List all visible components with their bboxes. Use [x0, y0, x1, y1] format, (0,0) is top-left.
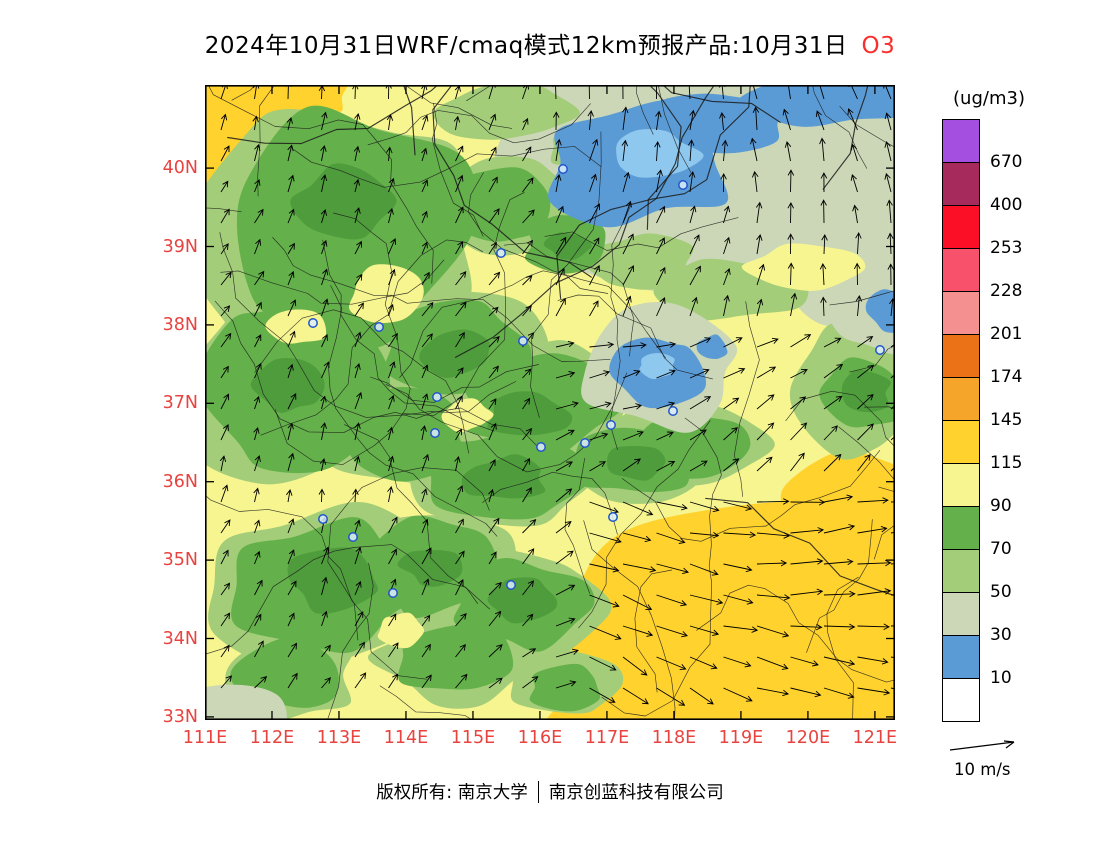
legend-value-label: 670 — [990, 152, 1023, 172]
legend-color-box — [942, 119, 980, 163]
lon-axis-label: 117E — [584, 728, 630, 748]
legend-color-box — [942, 420, 980, 464]
wind-reference-label: 10 m/s — [954, 760, 1011, 779]
contour-layer — [205, 85, 895, 720]
map-inner — [205, 85, 895, 720]
legend-color-box — [942, 248, 980, 292]
lon-axis-label: 120E — [785, 728, 831, 748]
lon-axis-label: 116E — [517, 728, 563, 748]
forecast-map-canvas — [205, 85, 895, 720]
legend-units-label: (ug/m3) — [953, 88, 1025, 109]
copyright-footer: 版权所有: 南京大学 南京创蓝科技有限公司 — [0, 779, 1100, 804]
copyright-company: 南京创蓝科技有限公司 — [548, 783, 724, 803]
legend-color-box — [942, 334, 980, 378]
lon-axis-label: 118E — [651, 728, 697, 748]
city-markers-layer — [308, 164, 885, 598]
legend-value-label: 70 — [990, 539, 1012, 559]
lon-axis-label: 114E — [383, 728, 429, 748]
lon-axis-label: 115E — [450, 728, 496, 748]
legend-color-box — [942, 549, 980, 593]
title-species-o3: O3 — [861, 33, 896, 59]
legend-color-box — [942, 506, 980, 550]
wind-reference-arrow-icon — [949, 740, 1015, 751]
legend-value-label: 90 — [990, 496, 1012, 516]
lat-axis-label: 38N — [162, 314, 198, 335]
legend-color-box — [942, 377, 980, 421]
lat-axis-label: 37N — [162, 393, 198, 414]
axis-ticks — [205, 85, 895, 720]
lat-axis-label: 39N — [162, 236, 198, 257]
legend-value-label: 30 — [990, 625, 1012, 645]
legend-value-label: 50 — [990, 582, 1012, 602]
footer-divider — [537, 781, 539, 803]
wind-reference: 10 m/s — [946, 734, 1056, 779]
lon-axis-label: 121E — [852, 728, 898, 748]
boundary-lines-layer — [205, 85, 895, 720]
legend-color-box — [942, 291, 980, 335]
map-border — [205, 85, 895, 720]
lat-axis-label: 34N — [162, 628, 198, 649]
legend-value-label: 145 — [990, 410, 1023, 430]
copyright-owner: 版权所有: 南京大学 — [376, 783, 528, 803]
concentration-legend: (ug/m3) 670 400 253 228 201 174 145 115 90 70 50 30… — [942, 88, 1100, 722]
forecast-map — [205, 85, 895, 720]
lon-axis-label: 112E — [249, 728, 295, 748]
legend-bar: 670 400 253 228 201 174 145 115 90 70 50 30 10 — [942, 119, 1022, 722]
legend-value-label: 174 — [990, 367, 1023, 387]
lat-axis-label: 33N — [162, 706, 198, 727]
legend-value-label: 201 — [990, 324, 1023, 344]
lon-axis-label: 119E — [718, 728, 764, 748]
legend-color-box — [942, 205, 980, 249]
legend-color-box — [942, 463, 980, 507]
legend-value-label: 228 — [990, 281, 1023, 301]
legend-value-label: 400 — [990, 195, 1023, 215]
lat-axis-label: 36N — [162, 471, 198, 492]
legend-color-box — [942, 162, 980, 206]
legend-value-label: 253 — [990, 238, 1023, 258]
lat-axis-label: 35N — [162, 550, 198, 571]
legend-color-box — [942, 592, 980, 636]
lon-axis-label: 111E — [182, 728, 228, 748]
wind-arrows-layer — [219, 85, 895, 706]
page-title: 2024年10月31日WRF/cmaq模式12km预报产品:10月31日 O3 — [0, 26, 1100, 60]
legend-value-label: 115 — [990, 453, 1023, 473]
legend-color-box — [942, 635, 980, 679]
legend-color-box — [942, 678, 980, 722]
lat-axis-label: 40N — [162, 158, 198, 179]
title-text: 2024年10月31日WRF/cmaq模式12km预报产品:10月31日 — [204, 33, 848, 59]
lon-axis-label: 113E — [316, 728, 362, 748]
legend-value-label: 10 — [990, 668, 1012, 688]
